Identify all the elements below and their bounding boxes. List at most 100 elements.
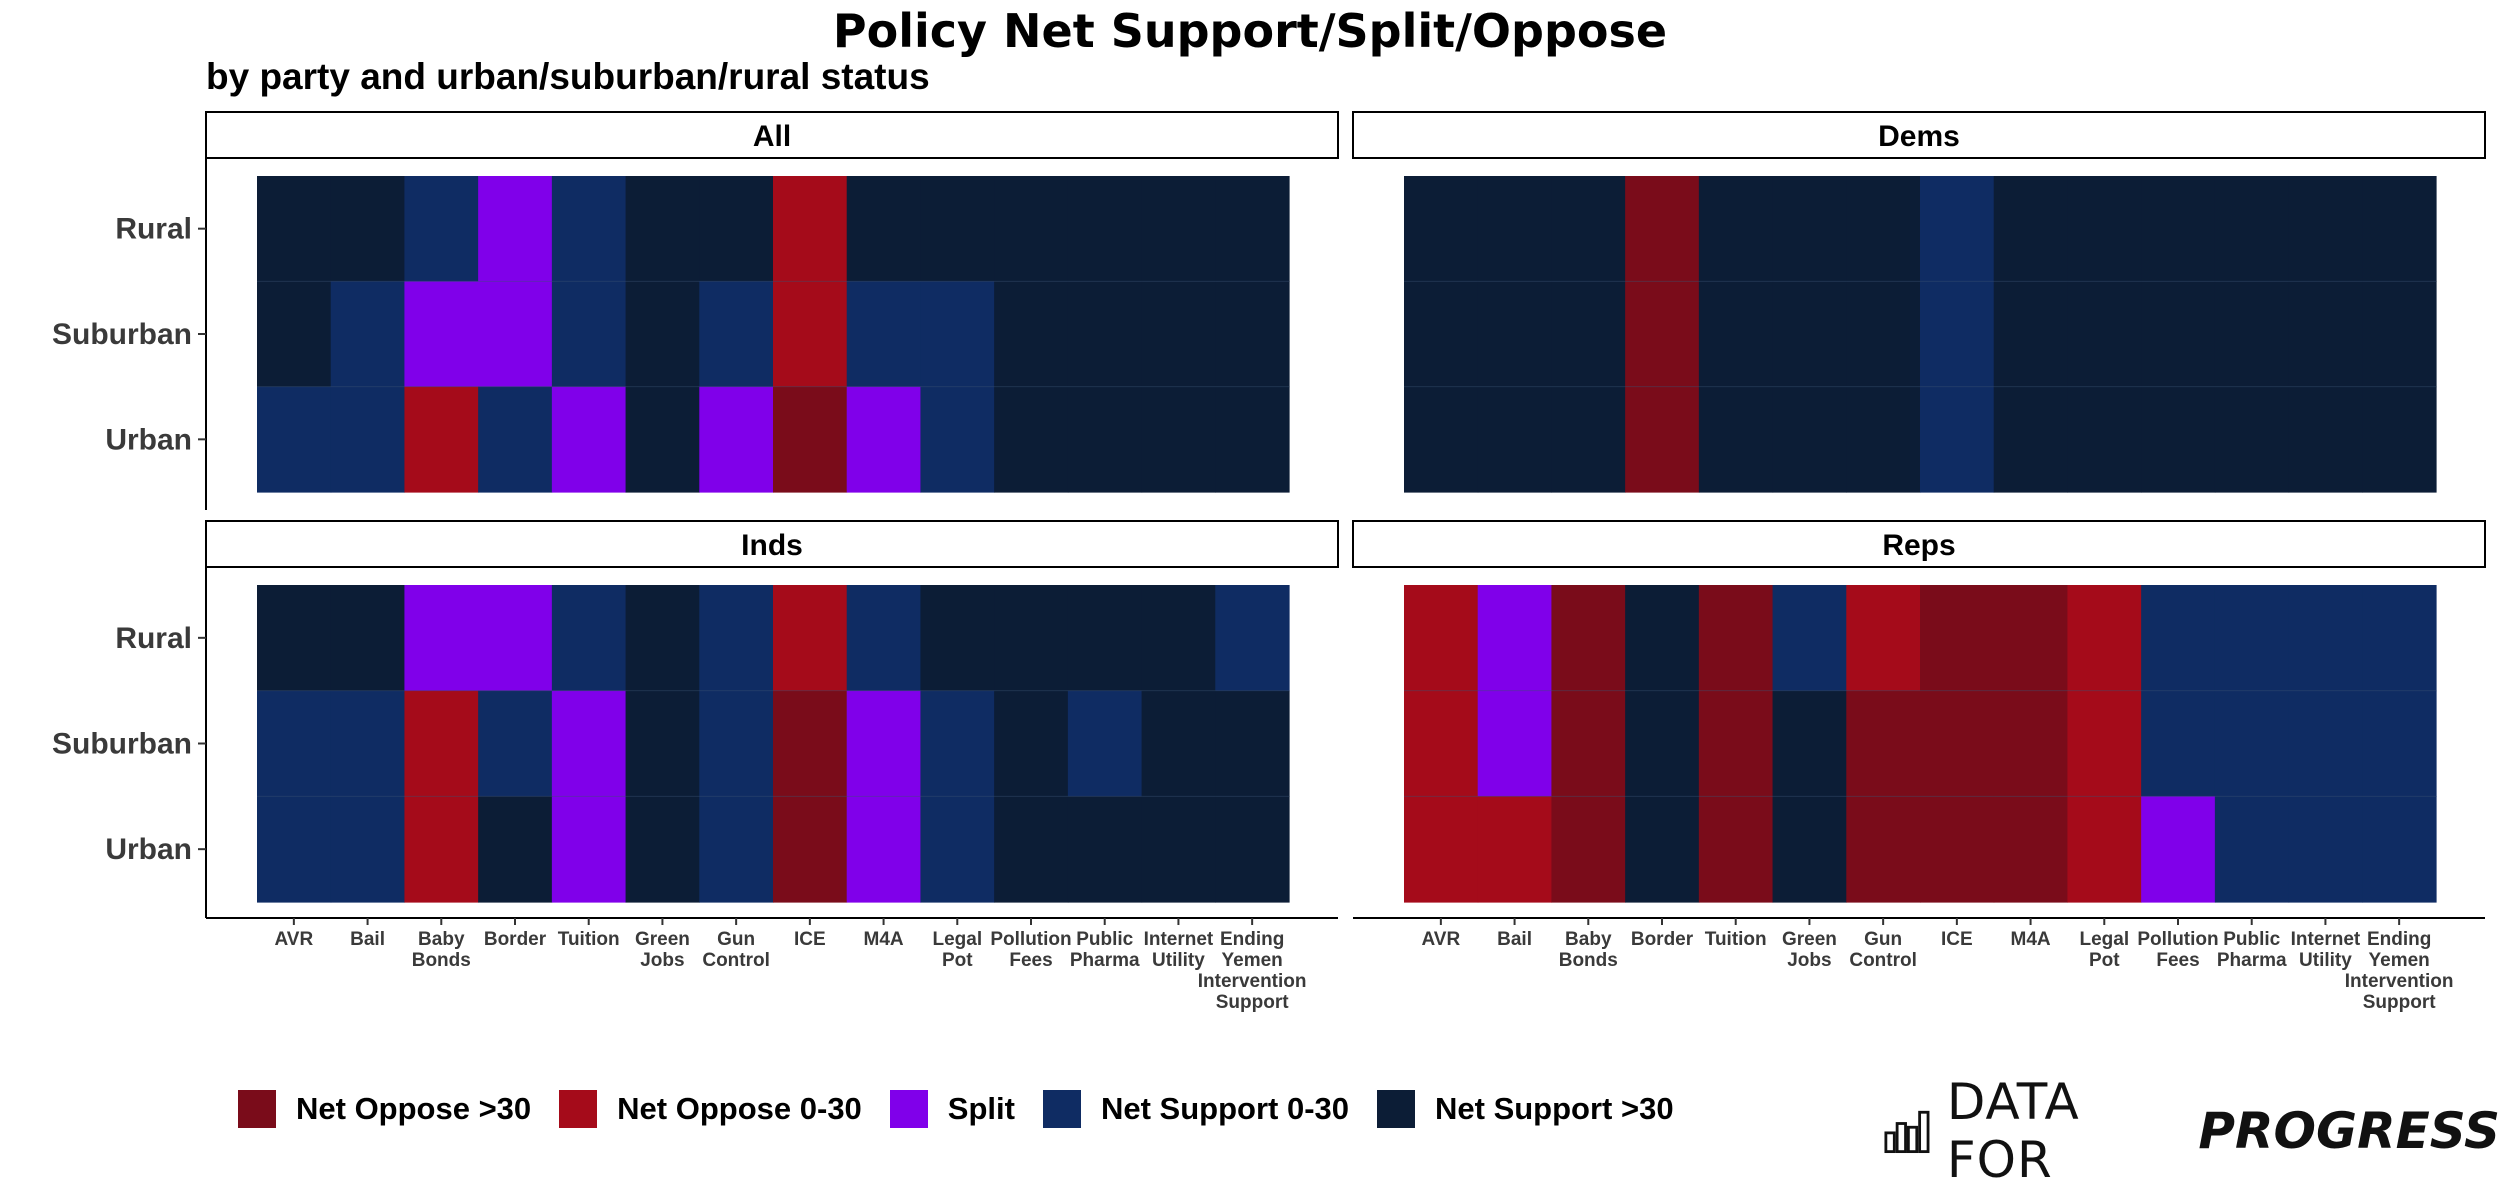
heatmap-cell-all-rural-border (478, 176, 553, 282)
x-tick-label-bail: Bail (1497, 929, 1532, 950)
heatmap-cell-inds-suburban-baby-bonds (404, 690, 479, 797)
heatmap-cell-inds-rural-gun-control (699, 585, 774, 692)
x-tick-label-tuition: Tuition (1705, 929, 1767, 950)
heatmap-cell-reps-rural-baby-bonds (1551, 585, 1626, 692)
heatmap-cell-inds-suburban-tuition (551, 690, 627, 797)
heatmap-cell-reps-urban-bail (1477, 796, 1553, 903)
heatmap-cell-reps-suburban-border (1625, 690, 1700, 797)
heatmap-cell-all-suburban-ice (773, 281, 848, 388)
heatmap-cell-reps-urban-legal-pot (2067, 796, 2142, 903)
legend-item-net-support-30: Net Support >30 (1377, 1090, 1674, 1128)
heatmap-cell-dems-suburban-m4a (1993, 281, 2069, 388)
heatmap-cell-inds-suburban-internet-utility (1141, 690, 1216, 797)
heatmap-cell-dems-urban-green-jobs (1772, 386, 1847, 493)
heatmap-cell-dems-urban-internet-utility (2288, 386, 2363, 493)
heatmap-cell-all-rural-tuition (551, 176, 627, 282)
x-tick-label-green-jobs: Green Jobs (635, 929, 690, 971)
heatmap-cell-all-suburban-tuition (551, 281, 627, 388)
x-tick-label-green-jobs: Green Jobs (1782, 929, 1837, 971)
heatmap-cell-inds-urban-m4a (846, 796, 922, 903)
heatmap-cell-dems-suburban-tuition (1698, 281, 1774, 388)
heatmap-cell-dems-urban-tuition (1698, 386, 1774, 493)
heatmap-cell-all-urban-bail (330, 386, 406, 493)
heatmap-cell-reps-suburban-public-pharma (2214, 690, 2290, 797)
heatmap-cell-dems-suburban-ending-yemen-intervention-support (2362, 281, 2437, 388)
heatmap-cell-dems-rural-legal-pot (2067, 176, 2142, 282)
heatmap-cell-all-suburban-legal-pot (920, 281, 995, 388)
heatmap-cell-dems-suburban-border (1625, 281, 1700, 388)
heatmap-cell-dems-rural-internet-utility (2288, 176, 2363, 282)
heatmap-cell-inds-suburban-legal-pot (920, 690, 995, 797)
x-tick-label-legal-pot: Legal Pot (932, 929, 982, 971)
x-tick-label-ending-yemen-intervention-support: Ending Yemen Intervention Support (2345, 929, 2454, 1013)
heatmap-cell-reps-rural-ending-yemen-intervention-support (2362, 585, 2437, 692)
legend-swatch (238, 1090, 276, 1128)
x-tick-label-avr: AVR (1421, 929, 1460, 950)
y-tick-label-suburban: Suburban (52, 728, 192, 761)
legend-item-net-oppose-0-30: Net Oppose 0-30 (559, 1090, 862, 1128)
x-tick-label-border: Border (484, 929, 547, 950)
heatmap-cell-inds-urban-avr (257, 796, 332, 903)
heatmap-cell-all-suburban-green-jobs (625, 281, 700, 388)
panel-title-reps: Reps (1882, 529, 1955, 562)
heatmap-cell-inds-urban-tuition (551, 796, 627, 903)
legend-label: Net Support 0-30 (1100, 1091, 1349, 1126)
heatmap-cell-reps-rural-border (1625, 585, 1700, 692)
heatmap-cell-reps-rural-bail (1477, 585, 1553, 692)
heatmap-cell-all-urban-border (478, 386, 553, 493)
heatmap-cell-all-rural-green-jobs (625, 176, 700, 282)
heatmap-cell-all-urban-m4a (846, 386, 922, 493)
heatmap-cell-all-suburban-baby-bonds (404, 281, 479, 388)
heatmap-cell-dems-rural-bail (1477, 176, 1553, 282)
heatmap-cell-dems-urban-baby-bonds (1551, 386, 1626, 493)
x-tick-label-border: Border (1631, 929, 1694, 950)
heatmap-cell-inds-urban-pollution-fees (994, 796, 1069, 903)
heatmap-cell-dems-suburban-avr (1404, 281, 1479, 388)
heatmap-cell-reps-urban-m4a (1993, 796, 2069, 903)
heatmap-cell-inds-suburban-ice (773, 690, 848, 797)
heatmap-cell-all-rural-avr (257, 176, 332, 282)
y-tick-label-urban: Urban (105, 833, 192, 866)
heatmap-cell-dems-rural-tuition (1698, 176, 1774, 282)
heatmap-cell-reps-urban-ending-yemen-intervention-support (2362, 796, 2437, 903)
heatmap-cell-inds-rural-border (478, 585, 553, 692)
heatmap-cell-dems-urban-bail (1477, 386, 1553, 493)
legend-item-net-oppose-30: Net Oppose >30 (238, 1090, 531, 1128)
heatmap-cell-dems-rural-ending-yemen-intervention-support (2362, 176, 2437, 282)
heatmap-cell-all-urban-green-jobs (625, 386, 700, 493)
heatmap-cell-dems-rural-avr (1404, 176, 1479, 282)
heatmap-cell-reps-urban-tuition (1698, 796, 1774, 903)
heatmap-cell-reps-rural-m4a (1993, 585, 2069, 692)
heatmap-cell-reps-urban-baby-bonds (1551, 796, 1626, 903)
heatmap-cell-all-urban-baby-bonds (404, 386, 479, 493)
x-tick-label-bail: Bail (350, 929, 385, 950)
heatmap-cell-reps-suburban-internet-utility (2288, 690, 2363, 797)
heatmap-cell-inds-urban-internet-utility (1141, 796, 1216, 903)
heatmap-cell-dems-urban-m4a (1993, 386, 2069, 493)
heatmap-cell-dems-suburban-gun-control (1846, 281, 1921, 388)
heatmap-cell-reps-urban-ice (1920, 796, 1995, 903)
heatmap-cell-inds-rural-tuition (551, 585, 627, 692)
x-tick-label-public-pharma: Public Pharma (2217, 929, 2287, 971)
logo-text-progress: PROGRESS (2198, 1102, 2500, 1160)
heatmap-cell-inds-suburban-green-jobs (625, 690, 700, 797)
heatmap-cell-all-rural-ending-yemen-intervention-support (1215, 176, 1290, 282)
heatmap-cell-inds-suburban-avr (257, 690, 332, 797)
heatmap-cell-all-suburban-avr (257, 281, 332, 388)
heatmap-cell-reps-rural-ice (1920, 585, 1995, 692)
heatmap-cell-inds-suburban-gun-control (699, 690, 774, 797)
x-tick-label-m4a: M4A (2011, 929, 2051, 950)
heatmap-cell-inds-urban-green-jobs (625, 796, 700, 903)
heatmap-cell-dems-suburban-internet-utility (2288, 281, 2363, 388)
heatmap-cell-dems-suburban-legal-pot (2067, 281, 2142, 388)
heatmap-cell-inds-urban-baby-bonds (404, 796, 479, 903)
heatmap-cell-reps-suburban-tuition (1698, 690, 1774, 797)
heatmap-cell-inds-rural-baby-bonds (404, 585, 479, 692)
heatmap-cell-inds-rural-m4a (846, 585, 922, 692)
heatmap-cell-inds-rural-ending-yemen-intervention-support (1215, 585, 1290, 692)
panel-strip-inds (205, 520, 1339, 568)
heatmap-cell-dems-suburban-baby-bonds (1551, 281, 1626, 388)
heatmap-cell-all-rural-internet-utility (1141, 176, 1216, 282)
x-tick-label-internet-utility: Internet Utility (1144, 929, 1214, 971)
x-tick-label-tuition: Tuition (558, 929, 620, 950)
